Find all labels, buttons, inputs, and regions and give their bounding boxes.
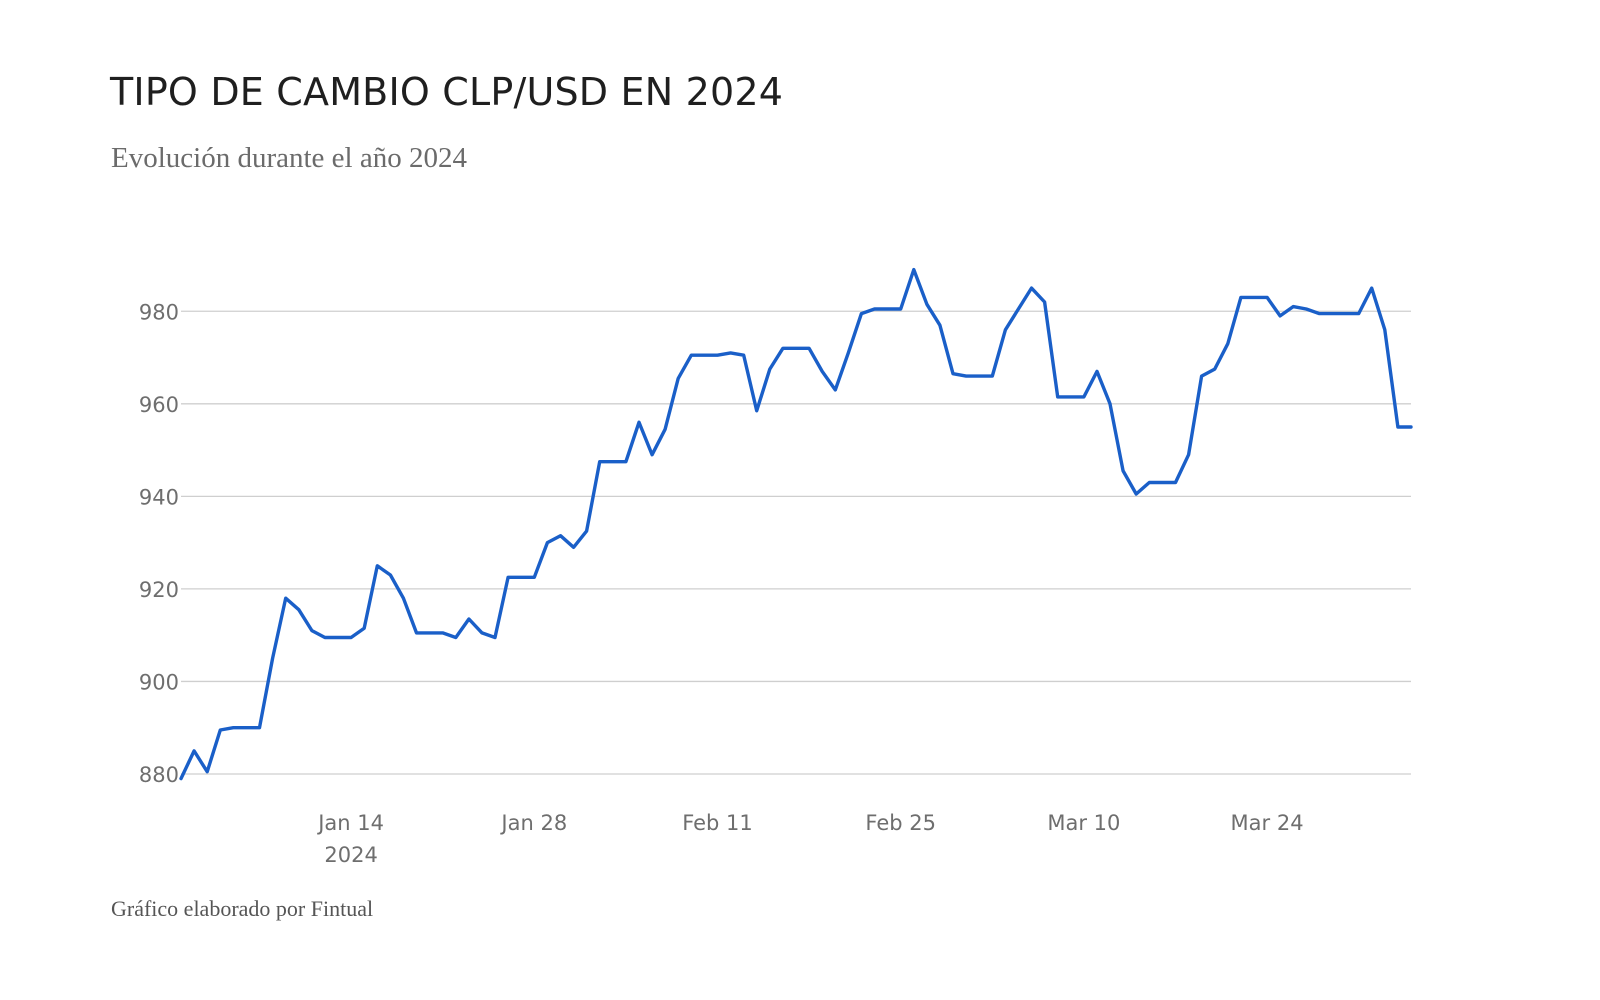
y-tick-label: 900 (139, 670, 179, 694)
x-tick-label: Jan 28 (499, 811, 567, 835)
series-layer (179, 267, 1413, 781)
y-tick-label: 960 (139, 393, 179, 417)
x-tick-label: Jan 14 (316, 811, 384, 835)
chart-title: TIPO DE CAMBIO CLP/USD EN 2024 (110, 70, 784, 114)
x-axis-ticks: Jan 14 2024 Jan 28 Feb 11 Feb 25 Mar 10 Mar 24 (316, 811, 1303, 867)
chart-subtitle: Evolución durante el año 2024 (111, 142, 467, 174)
chart-footer: Gráfico elaborado por Fintual (111, 896, 374, 921)
x-tick-label: Mar 10 (1047, 811, 1120, 835)
series-line (179, 267, 1413, 781)
x-tick-label: Feb 25 (865, 811, 936, 835)
x-tick-label: Mar 24 (1231, 811, 1304, 835)
x-tick-sublabel: 2024 (324, 843, 377, 867)
y-tick-label: 920 (139, 578, 179, 602)
y-axis-ticks: 880 900 920 940 960 980 (139, 300, 179, 787)
gridlines (181, 310, 1411, 775)
y-tick-label: 980 (139, 300, 179, 324)
y-tick-label: 940 (139, 485, 179, 509)
y-tick-label: 880 (139, 763, 179, 787)
x-tick-label: Feb 11 (682, 811, 753, 835)
